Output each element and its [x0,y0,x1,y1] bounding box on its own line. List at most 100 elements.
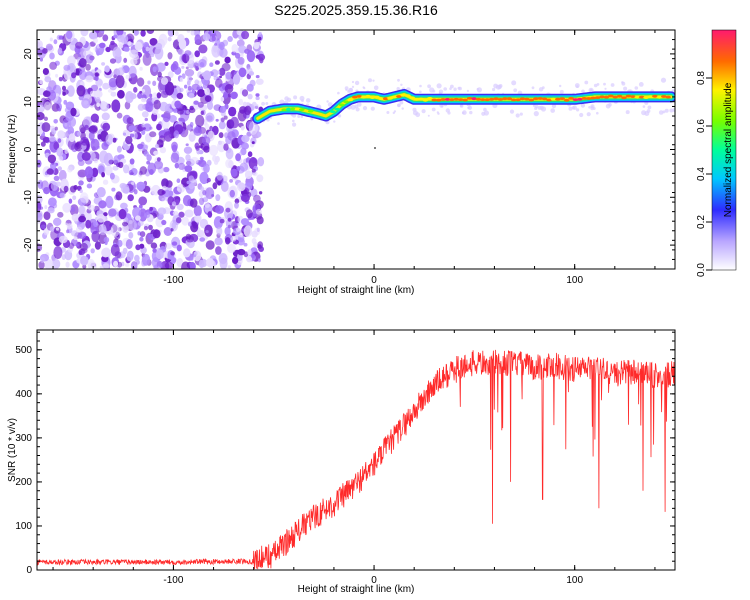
noise-blob [194,34,202,44]
noise-blob [76,85,86,97]
noise-blob [37,112,45,121]
noise-blob [48,135,56,142]
ridge-point [550,97,557,101]
noise-blob [101,141,109,151]
noise-blob [105,134,114,145]
noise-blob [38,261,45,269]
noise-blob [59,192,66,199]
ridge-point [594,96,601,99]
x-tick-label: 100 [566,275,583,286]
noise-blob [56,147,64,157]
noise-blob [141,89,146,93]
noise-blob [91,167,99,178]
ridge-point [515,98,521,102]
noise-blob [77,169,87,178]
noise-blob [216,226,223,236]
noise-blob [80,136,89,146]
noise-blob [93,90,103,99]
noise-blob [66,85,75,97]
noise-blob [164,261,174,269]
ridge-halo-speck [396,87,400,91]
noise-blob [43,116,49,122]
noise-blob [128,232,134,239]
noise-blob [46,168,54,175]
noise-blob [85,75,94,83]
noise-blob [162,112,171,123]
noise-blob [175,217,182,224]
noise-blob [188,221,192,227]
ridge-halo-speck [671,89,675,93]
noise-blob [178,38,187,50]
ridge-halo-speck [509,109,515,114]
noise-blob [174,100,182,109]
ridge-halo-speck [419,84,422,88]
ridge-point [422,98,429,102]
noise-blob [193,251,198,256]
noise-blob [40,224,47,230]
noise-blob [40,256,45,264]
noise-blob [97,85,102,89]
noise-blob [253,241,258,248]
chart-title: S225.2025.359.15.36.R16 [274,2,438,18]
noise-blob [253,42,260,50]
noise-blob [128,65,137,78]
ridge-halo-speck [586,112,591,117]
noise-blob [154,46,164,60]
ridge-halo-speck [559,89,564,94]
noise-blob [156,261,164,269]
noise-blob [190,257,194,261]
noise-blob [122,31,127,35]
noise-blob [218,132,224,139]
ridge-halo-speck [265,102,269,105]
noise-blob [44,205,48,210]
noise-blob [255,75,260,79]
ridge-point [475,97,482,101]
colorbar-ticks: 0.0 0.2 0.4 0.6 0.8 [696,71,712,277]
ridge-point [387,97,393,100]
noise-blob [219,218,225,224]
noise-blob [98,224,107,233]
noise-blob [177,108,184,115]
noise-blob [244,48,250,54]
noise-blob [90,138,100,151]
noise-blob [44,76,52,83]
noise-blob [93,47,97,51]
noise-blob [86,183,93,189]
noise-blob [143,151,149,157]
noise-blob [215,155,220,163]
noise-blob [85,54,94,64]
noise-blob [64,148,69,154]
noise-blob [176,244,182,252]
noise-blob [236,30,242,36]
ridge-halo-speck [483,107,487,112]
noise-blob [122,164,130,174]
ridge-point [369,96,376,99]
ridge-point [440,98,446,101]
noise-blob [191,83,200,91]
ridge-halo-speck [292,122,297,127]
y-tick-label: 0 [26,565,32,576]
noise-blob [199,145,203,149]
noise-blob [163,166,170,173]
ridge-point [621,96,627,100]
ridge-halo-speck [532,104,536,107]
noise-blob [250,188,258,197]
noise-blob [144,212,151,219]
noise-blob [51,161,55,165]
ridge-point [506,97,513,101]
noise-blob [172,95,177,101]
ridge-point [546,98,552,102]
noise-blob [102,34,109,42]
noise-blob [137,92,143,99]
noise-blob [228,160,234,169]
noise-blob [219,75,222,79]
noise-blob [123,57,128,63]
noise-blob [176,92,184,100]
ridge-point [356,95,363,98]
noise-blob [153,99,161,110]
noise-blob [217,140,227,153]
noise-blob [205,187,215,200]
noise-blob [77,131,82,137]
ridge-point [343,100,349,104]
ridge-halo-speck [669,108,674,113]
